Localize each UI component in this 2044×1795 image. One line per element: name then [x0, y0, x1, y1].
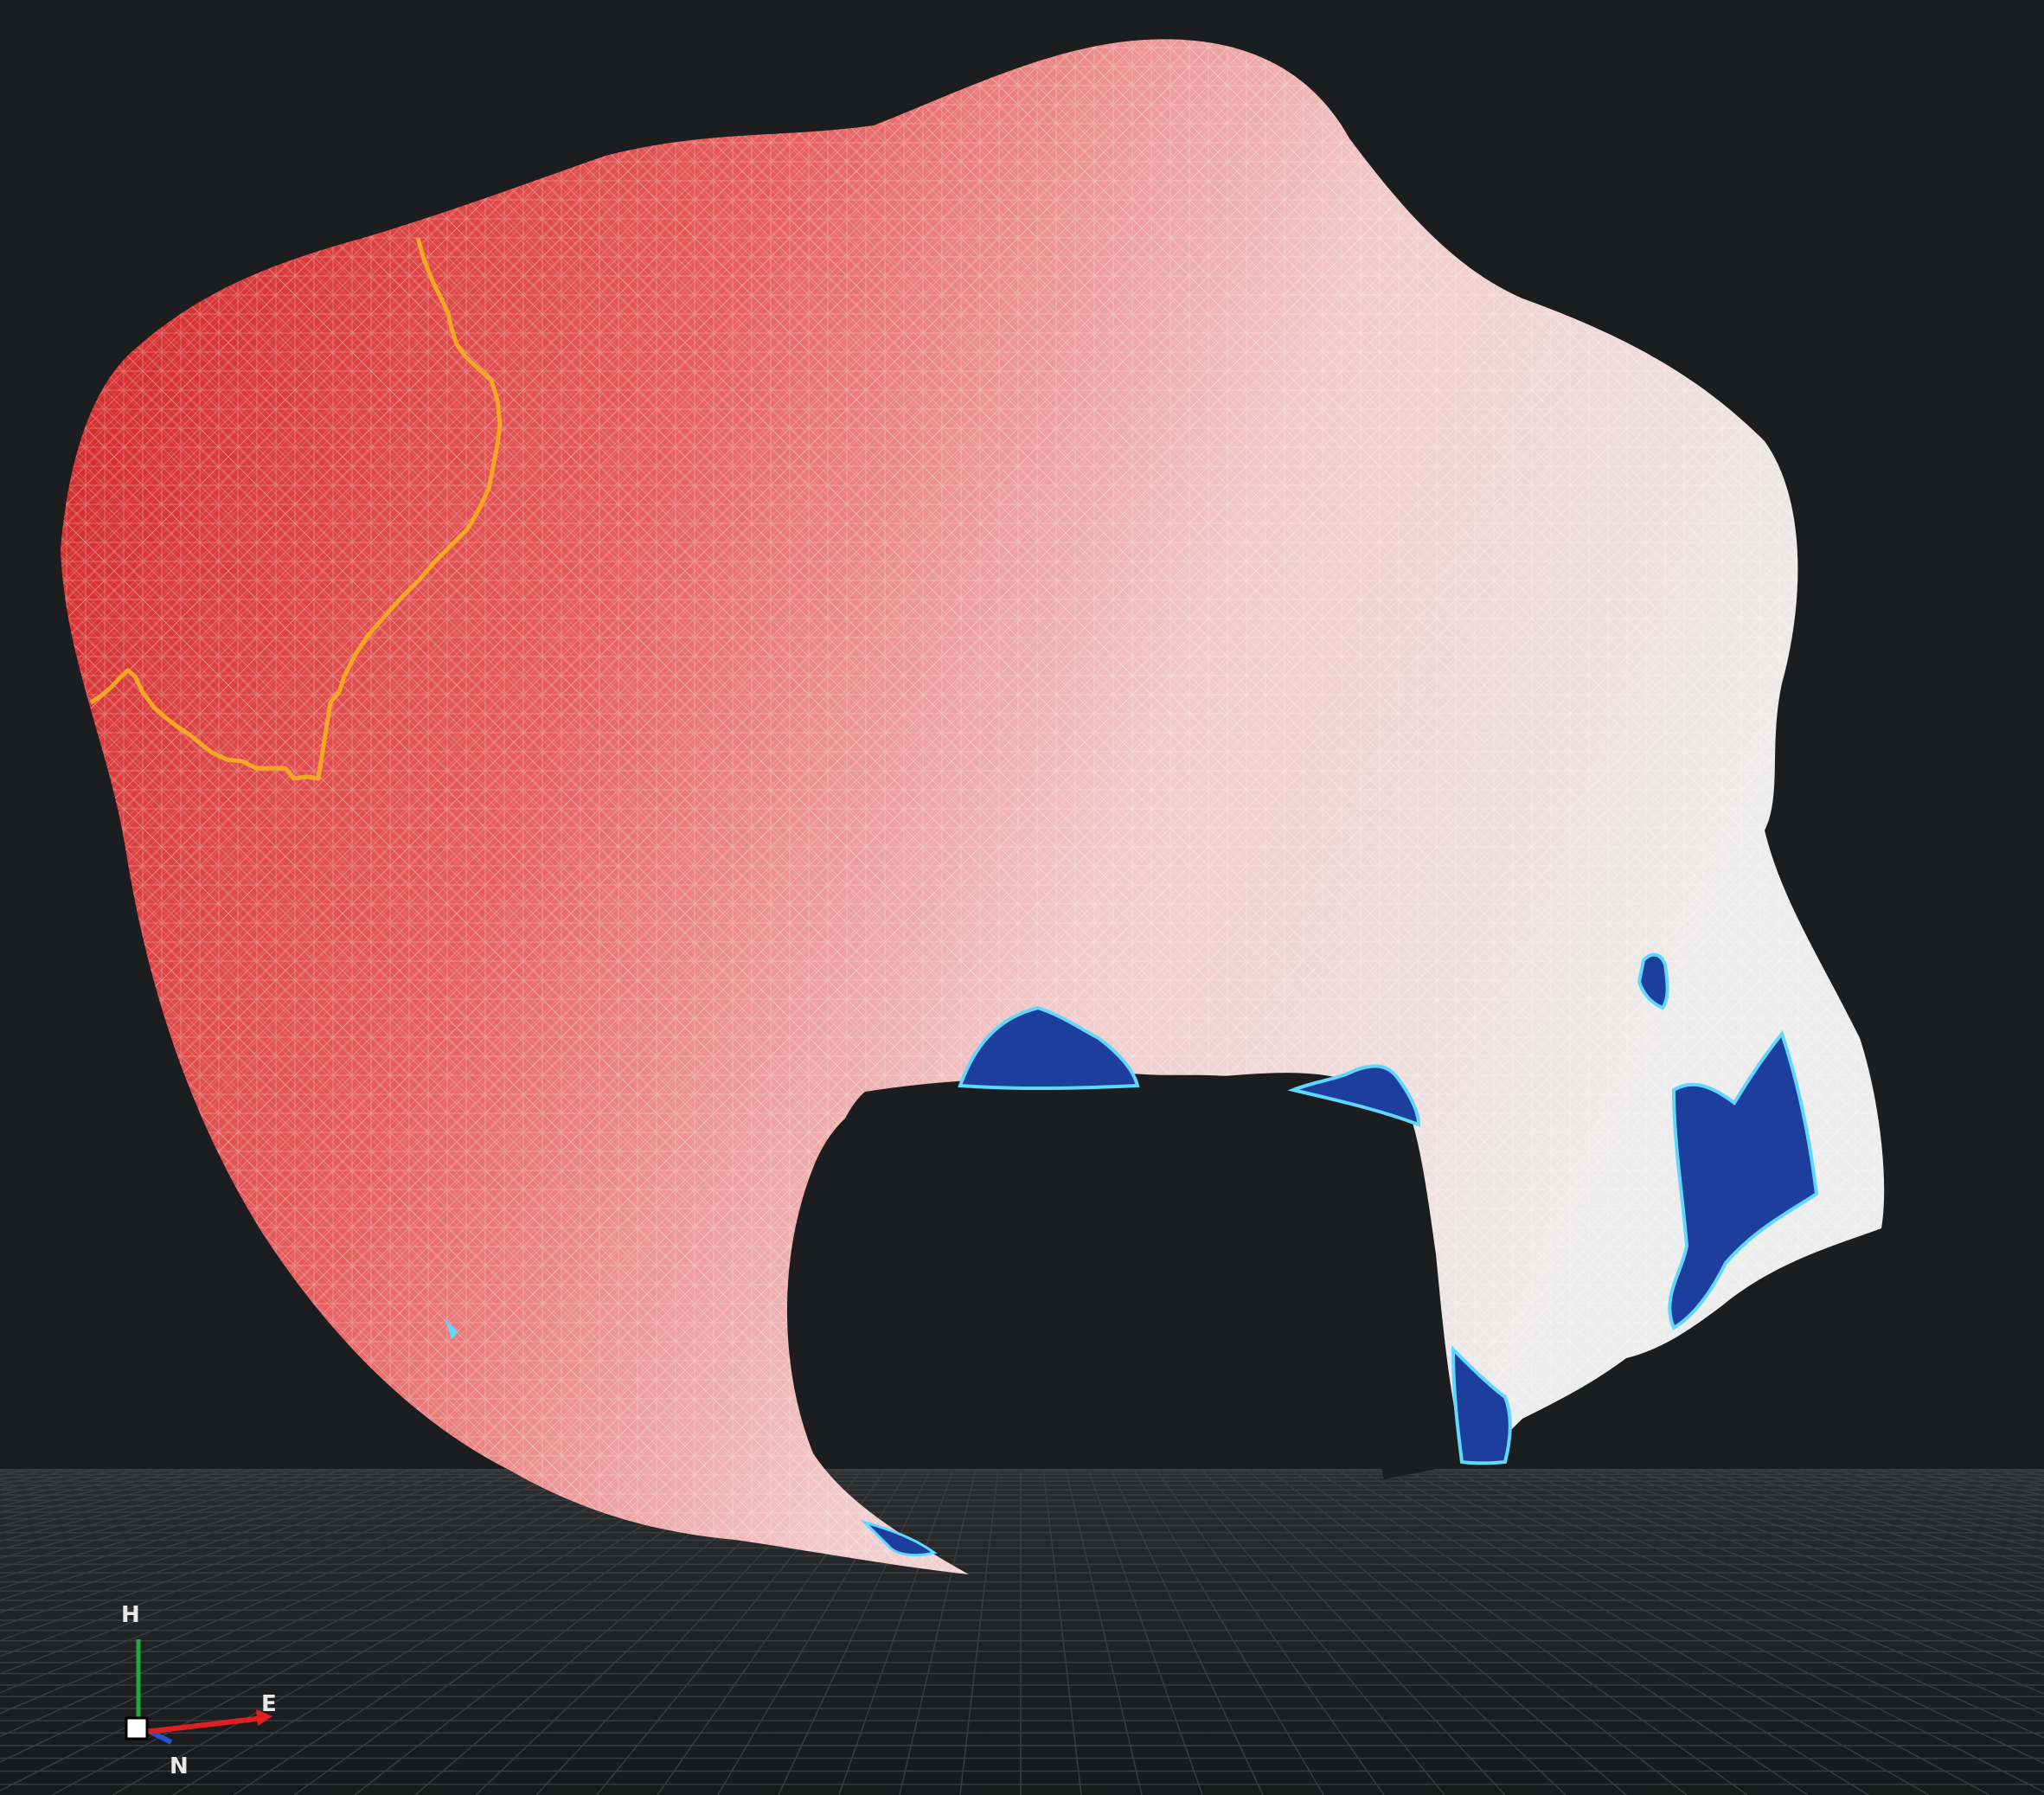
grid-line: [0, 1469, 594, 1738]
grid-line: [1717, 1469, 2044, 1560]
grid-line: [51, 1469, 662, 1795]
grid-line: [1042, 1469, 1082, 1795]
grid-line: [838, 1469, 954, 1795]
grid-line: [1222, 1469, 1567, 1795]
east-arrow-head-icon: [256, 1709, 272, 1726]
grid-line: [899, 1469, 977, 1795]
grid-line: [1582, 1469, 2044, 1628]
ground-grid: [0, 1469, 2044, 1795]
grid-line: [1290, 1469, 1748, 1795]
grid-line: [0, 1469, 549, 1694]
east-axis: [144, 1715, 265, 1734]
grid-line: [1087, 1469, 1203, 1795]
highlight-regions[interactable]: [445, 952, 1819, 1557]
up-axis-label: H: [121, 1602, 140, 1628]
grid-line: [1560, 1469, 2044, 1643]
grid-line: [0, 1469, 459, 1627]
grid-line: [1155, 1469, 1385, 1795]
grid-line: [0, 1469, 572, 1715]
grid-line: [1110, 1469, 1264, 1795]
grid-line: [1605, 1469, 2044, 1614]
grid-line: [0, 1469, 257, 1535]
grid-line: [1627, 1469, 2044, 1602]
grid-line: [0, 1469, 504, 1657]
mesh-wireframe-fine: [61, 39, 1885, 1575]
grid-line: [959, 1469, 999, 1795]
grid-line: [0, 1469, 527, 1675]
axis-gizmo[interactable]: H E N: [121, 1602, 277, 1779]
grid-line: [1807, 1469, 2044, 1528]
grid-line: [1267, 1469, 1688, 1795]
grid-line: [0, 1469, 234, 1527]
highlight-region: [445, 1319, 458, 1339]
grid-line: [1402, 1469, 2044, 1793]
highlight-region: [1637, 952, 1669, 1010]
grid-line: [1132, 1469, 1324, 1795]
grid-line: [1695, 1469, 2044, 1569]
grid-line: [0, 1469, 392, 1590]
grid-line: [1447, 1469, 2044, 1739]
grid-line: [1784, 1469, 2044, 1535]
grid-line: [0, 1469, 279, 1542]
grid-line: [1740, 1469, 2044, 1551]
grid-line: [1380, 1469, 1990, 1795]
grid-line: [1672, 1469, 2044, 1580]
highlight-region: [1287, 1064, 1421, 1127]
grid-line: [1177, 1469, 1445, 1795]
grid-line: [1762, 1469, 2044, 1543]
highlight-region: [1668, 1029, 1819, 1330]
grid-line: [0, 1469, 482, 1642]
highlight-region: [1451, 1345, 1512, 1465]
cave-opening-core: [811, 1079, 1462, 1479]
grid-line: [0, 1469, 437, 1613]
grid-line: [1470, 1469, 2044, 1715]
grid-line: [0, 1469, 639, 1792]
grid-line: [1650, 1469, 2044, 1591]
grid-line: [1200, 1469, 1506, 1795]
grid-line: [0, 1469, 347, 1569]
grid-line: [0, 1469, 369, 1579]
east-axis-label: E: [261, 1691, 277, 1717]
grid-line: [0, 1469, 617, 1763]
north-axis-label: N: [170, 1753, 189, 1779]
grid-line: [1335, 1469, 1869, 1795]
origin-cube-icon: [125, 1716, 149, 1741]
boundary-line: [89, 237, 503, 781]
grid-line: [1492, 1469, 2044, 1695]
grid-line: [1065, 1469, 1143, 1795]
grid-line: [1515, 1469, 2044, 1676]
grid-line: [0, 1469, 324, 1560]
grid-line: [1357, 1469, 1930, 1795]
cave-mesh[interactable]: [61, 39, 1885, 1575]
grid-line: [1245, 1469, 1627, 1795]
grid-line: [0, 1469, 414, 1601]
highlight-region: [860, 1520, 938, 1557]
highlight-region: [958, 1005, 1140, 1091]
grid-line: [172, 1469, 707, 1795]
grid-line: [112, 1469, 684, 1795]
grid-line: [1312, 1469, 1809, 1795]
grid-line: [0, 1469, 302, 1550]
grid-line: [1425, 1469, 2044, 1765]
grid-line: [1537, 1469, 2044, 1658]
grid-line: [778, 1469, 932, 1795]
